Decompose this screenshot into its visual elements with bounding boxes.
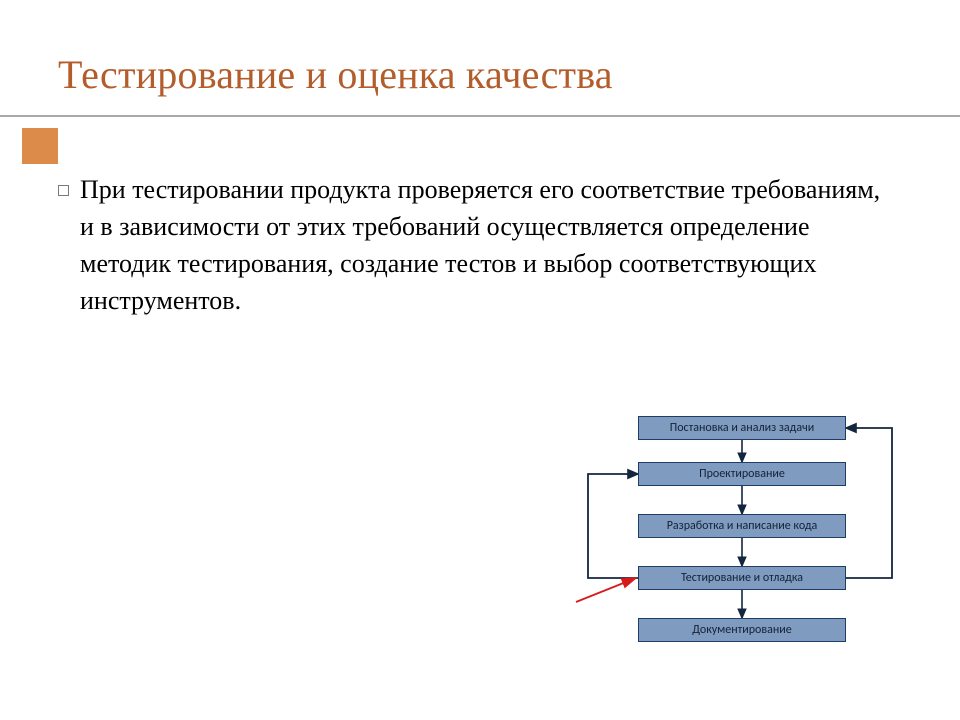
title-underline	[0, 115, 960, 117]
flowchart: Постановка и анализ задачи Проектирование…	[0, 0, 960, 720]
flow-node-n4: Тестирование и отладка	[638, 566, 846, 590]
accent-square	[22, 128, 58, 164]
flow-node-n1: Постановка и анализ задачи	[638, 416, 846, 440]
flowchart-edges	[0, 0, 960, 720]
pointer-arrow-icon	[576, 578, 636, 602]
slide-title: Тестирование и оценка качества	[58, 52, 613, 98]
flow-node-n3: Разработка и написание кода	[638, 514, 846, 538]
flow-node-n5: Документирование	[638, 618, 846, 642]
flow-node-n2: Проектирование	[638, 462, 846, 486]
bullet-icon	[58, 185, 69, 196]
body-paragraph: При тестировании продукта проверяется ег…	[80, 172, 890, 320]
